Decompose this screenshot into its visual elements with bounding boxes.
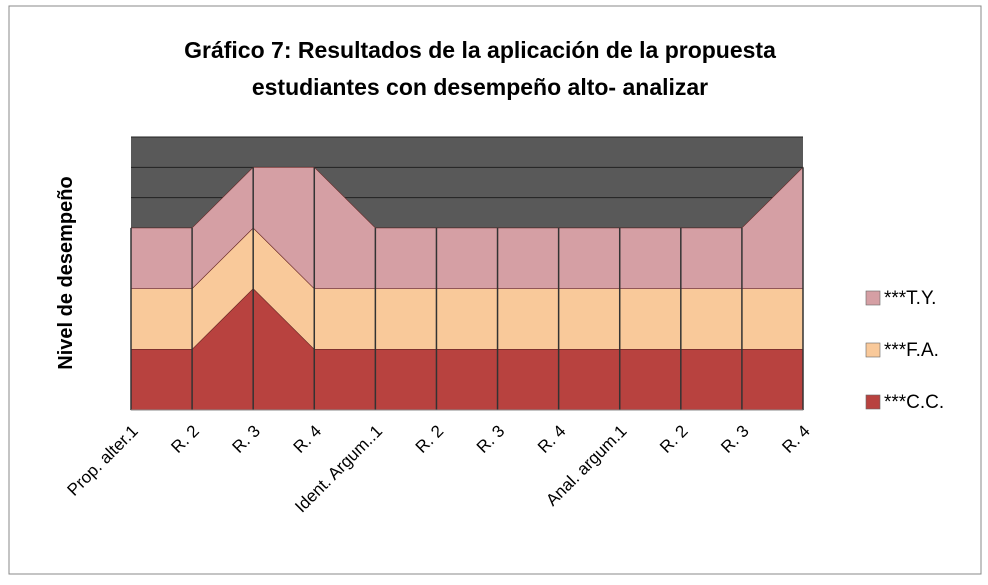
legend-swatch: [865, 342, 881, 358]
chart-title: estudiantes con desempeño alto- analizar: [252, 74, 708, 100]
legend-swatch: [865, 290, 881, 306]
legend-swatch: [865, 394, 881, 410]
legend-label: ***C.C.: [884, 392, 944, 413]
y-axis-label: Nivel de desempeño: [55, 176, 77, 369]
legend-label: ***T.Y.: [884, 288, 936, 309]
chart-title: Gráfico 7: Resultados de la aplicación d…: [184, 37, 776, 63]
legend-label: ***F.A.: [884, 340, 939, 361]
